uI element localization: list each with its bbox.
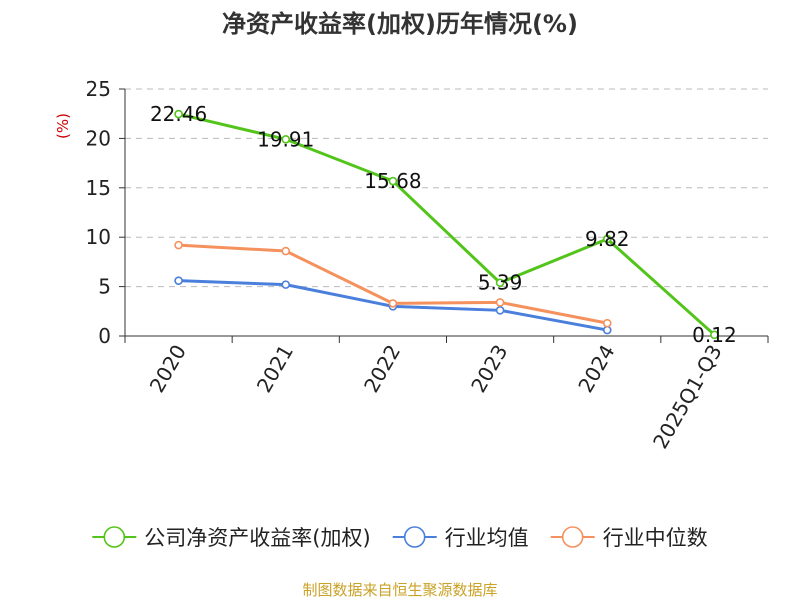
x-tick-label: 2022 — [359, 341, 405, 397]
series-line — [178, 112, 716, 336]
data-label: 9.82 — [585, 227, 630, 251]
data-point — [602, 234, 612, 244]
x-tick-label: 2024 — [573, 341, 619, 397]
data-point — [281, 280, 291, 289]
x-tick-label: 2020 — [145, 341, 191, 397]
chart-title: 净资产收益率(加权)历年情况(%) — [222, 10, 578, 38]
y-tick-label: 5 — [98, 275, 111, 299]
y-tick-label: 15 — [86, 176, 111, 200]
data-labels: 22.46 19.91 15.68 5.39 9.82 0.12 — [150, 102, 737, 347]
x-tick-label: 2021 — [252, 341, 298, 397]
axes: 0 5 10 15 20 25 2020 2021 2022 2023 2024 2025Q1-Q3 — [86, 77, 769, 453]
legend-item[interactable]: 公司净资产收益率(加权) — [92, 526, 371, 550]
data-label: 0.12 — [692, 323, 737, 347]
y-tick-label: 0 — [98, 324, 111, 348]
data-point — [281, 246, 291, 256]
x-tick-label: 2025Q1-Q3 — [648, 341, 727, 453]
y-axis-label: (%) — [54, 113, 72, 139]
data-point — [388, 299, 398, 308]
data-point — [281, 134, 291, 144]
data-point — [495, 278, 505, 288]
legend-label: 行业中位数 — [603, 526, 708, 550]
data-point — [602, 318, 612, 328]
series-group — [174, 109, 719, 340]
y-tick-label: 25 — [86, 77, 111, 101]
data-point — [602, 325, 612, 335]
x-tick-label: 2023 — [466, 341, 512, 397]
legend-label: 行业均值 — [445, 526, 529, 550]
data-point — [388, 176, 398, 186]
data-label: 19.91 — [257, 127, 314, 151]
legend-marker — [403, 526, 426, 548]
data-point — [710, 330, 719, 340]
legend-item[interactable]: 行业中位数 — [550, 526, 708, 550]
data-point — [174, 109, 183, 119]
data-point — [174, 240, 183, 250]
data-point — [174, 276, 183, 285]
data-label: 5.39 — [478, 271, 523, 295]
legend-marker — [103, 526, 126, 548]
y-tick-label: 10 — [86, 225, 111, 249]
legend-item[interactable]: 行业均值 — [392, 526, 529, 550]
legend-marker — [561, 526, 584, 548]
source-note: 制图数据来自恒生聚源数据库 — [302, 581, 497, 599]
y-tick-label: 20 — [86, 126, 111, 150]
data-point — [495, 298, 505, 307]
legend[interactable]: 公司净资产收益率(加权) 行业均值 行业中位数 — [92, 526, 708, 550]
data-point — [495, 306, 505, 315]
legend-label: 公司净资产收益率(加权) — [144, 526, 370, 550]
data-label: 15.68 — [364, 169, 421, 193]
grid-lines — [125, 88, 768, 288]
data-label: 22.46 — [150, 102, 207, 126]
